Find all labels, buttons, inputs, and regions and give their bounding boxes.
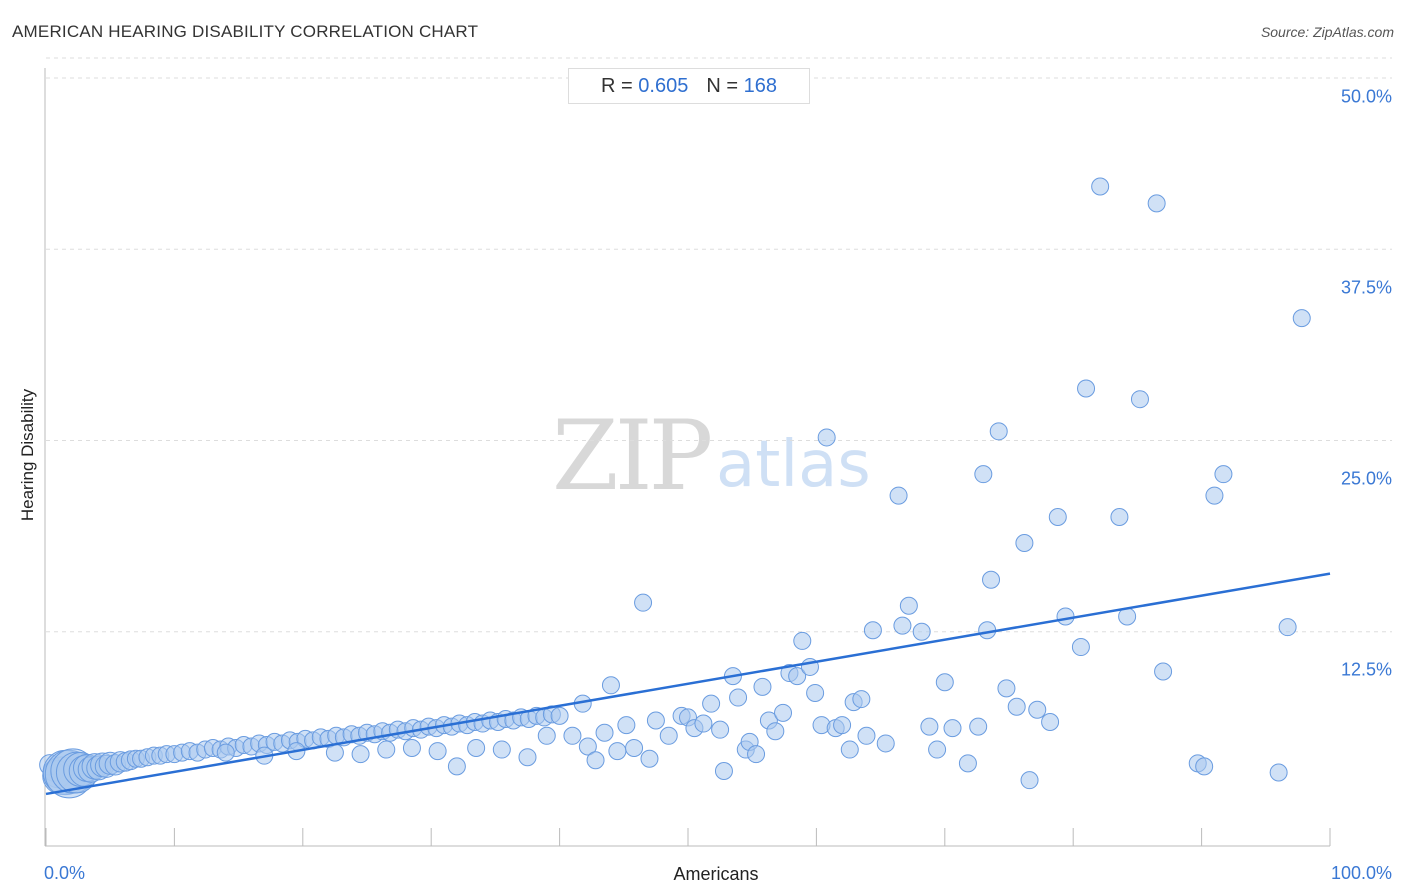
data-point: [899, 596, 918, 615]
y-tick-label-12-5: 12.5%: [1340, 659, 1392, 680]
data-point: [833, 716, 852, 735]
data-point: [325, 743, 344, 762]
data-point: [982, 570, 1001, 589]
data-point: [935, 673, 954, 692]
data-point: [788, 667, 807, 686]
data-point: [989, 422, 1008, 441]
data-point: [774, 703, 793, 722]
y-axis-label: Hearing Disability: [18, 388, 37, 522]
n-value: 168: [743, 74, 777, 97]
data-point: [694, 714, 713, 733]
x-axis-label: Americans: [673, 864, 759, 884]
data-point: [659, 726, 678, 745]
data-point: [537, 726, 556, 745]
data-point: [1130, 390, 1149, 409]
data-point: [876, 734, 895, 753]
data-point: [601, 676, 620, 695]
x-tick-label-max: 100.0%: [1330, 863, 1392, 883]
y-tick-label-25: 25.0%: [1340, 468, 1392, 489]
data-point: [1077, 379, 1096, 398]
data-point: [857, 726, 876, 745]
data-point: [1020, 771, 1039, 790]
data-point: [1071, 638, 1090, 657]
data-point: [840, 740, 859, 759]
data-point: [969, 717, 988, 736]
data-point: [1048, 508, 1067, 526]
data-point: [1041, 713, 1060, 732]
data-point: [817, 428, 836, 447]
data-point: [634, 593, 653, 612]
data-point: [447, 757, 466, 776]
data-point: [766, 722, 785, 741]
source-credit: Source: ZipAtlas.com: [1260, 24, 1394, 40]
r-label: R =: [601, 74, 633, 97]
data-point: [1028, 700, 1047, 719]
data-point: [1269, 763, 1288, 782]
data-point: [586, 751, 605, 770]
data-point: [711, 720, 730, 739]
data-point: [492, 740, 511, 759]
data-point: [928, 740, 947, 759]
data-point: [863, 621, 882, 640]
data-point: [958, 754, 977, 773]
data-point: [1154, 662, 1173, 681]
trend-line: [45, 572, 1331, 796]
data-point: [893, 616, 912, 635]
y-tick-label-50: 50.0%: [1340, 86, 1392, 107]
data-point: [1015, 534, 1034, 553]
data-point: [1007, 697, 1026, 716]
watermark-zip: ZIP: [552, 400, 713, 512]
data-point: [518, 748, 537, 767]
data-point: [889, 486, 908, 505]
data-point: [943, 719, 962, 738]
x-tick-label-min: 0.0%: [44, 863, 86, 883]
data-point: [1110, 508, 1129, 526]
data-point: [1195, 757, 1214, 776]
data-point: [793, 631, 812, 650]
data-point: [920, 717, 939, 736]
data-point: [997, 679, 1016, 698]
data-point: [806, 683, 825, 702]
data-point: [377, 740, 396, 759]
data-point: [578, 737, 597, 756]
stats-box: R = 0.605 N = 168: [568, 68, 810, 104]
data-point: [702, 694, 721, 713]
data-point: [912, 622, 931, 641]
data-point: [1292, 309, 1311, 328]
data-point: [852, 690, 871, 709]
data-point: [595, 723, 614, 742]
data-point: [1147, 194, 1166, 213]
data-point: [1056, 607, 1075, 626]
data-point: [974, 465, 993, 484]
data-point: [747, 745, 766, 764]
n-stat: N = 168: [706, 75, 777, 98]
n-label: N =: [706, 74, 739, 97]
data-point: [625, 739, 644, 758]
r-value: 0.605: [638, 74, 689, 97]
data-point: [753, 677, 772, 696]
data-point: [351, 745, 370, 764]
data-point: [729, 688, 748, 707]
y-tick-label-37-5: 37.5%: [1340, 277, 1392, 298]
r-stat: R = 0.605: [601, 75, 688, 98]
data-point: [1205, 486, 1224, 505]
data-point: [563, 726, 582, 745]
data-point: [402, 739, 421, 758]
data-point: [617, 716, 636, 735]
data-point: [608, 742, 627, 761]
chart-title: AMERICAN HEARING DISABILITY CORRELATION …: [12, 22, 479, 41]
data-point: [216, 743, 235, 762]
data-point: [640, 749, 659, 768]
data-point: [646, 711, 665, 730]
data-point: [467, 739, 486, 758]
data-point: [428, 742, 447, 761]
data-point: [1278, 618, 1297, 637]
data-point: [1091, 177, 1110, 196]
data-point: [714, 761, 733, 780]
data-point: [550, 706, 569, 725]
data-point: [1214, 465, 1233, 484]
